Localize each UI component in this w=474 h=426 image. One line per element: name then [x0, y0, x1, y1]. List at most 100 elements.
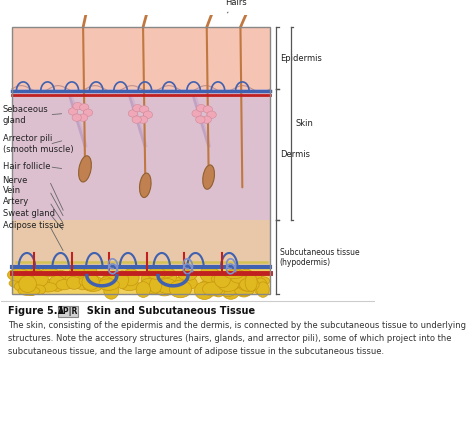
Ellipse shape [236, 280, 252, 296]
Ellipse shape [141, 278, 163, 287]
Ellipse shape [80, 104, 89, 111]
Text: Subcutaneous tissue: Subcutaneous tissue [280, 248, 359, 257]
Ellipse shape [132, 116, 141, 124]
Text: The skin, consisting of the epidermis and the dermis, is connected by the subcut: The skin, consisting of the epidermis an… [8, 321, 466, 356]
Ellipse shape [136, 282, 150, 297]
Text: Hairs: Hairs [226, 0, 247, 13]
Ellipse shape [42, 279, 58, 291]
Ellipse shape [73, 273, 92, 290]
Ellipse shape [139, 173, 151, 198]
Text: Skin: Skin [295, 119, 313, 128]
Ellipse shape [196, 104, 206, 112]
Ellipse shape [235, 287, 254, 296]
Ellipse shape [133, 104, 142, 112]
Ellipse shape [58, 279, 80, 287]
Ellipse shape [123, 269, 139, 286]
FancyBboxPatch shape [12, 220, 270, 269]
Ellipse shape [224, 270, 244, 279]
Text: Adipose tissue: Adipose tissue [2, 221, 64, 230]
Ellipse shape [141, 271, 162, 288]
Ellipse shape [203, 106, 212, 113]
Ellipse shape [257, 282, 269, 297]
Ellipse shape [202, 116, 211, 124]
Ellipse shape [212, 285, 225, 297]
Ellipse shape [83, 265, 97, 282]
Ellipse shape [143, 111, 153, 118]
Text: Sebaceous
gland: Sebaceous gland [2, 105, 48, 125]
Text: Sweat gland: Sweat gland [2, 209, 55, 218]
Ellipse shape [254, 278, 267, 295]
Ellipse shape [73, 102, 82, 110]
Ellipse shape [68, 108, 78, 115]
Ellipse shape [184, 277, 197, 289]
Ellipse shape [38, 282, 57, 292]
Ellipse shape [218, 275, 239, 291]
Text: Skin and Subcutaneous Tissue: Skin and Subcutaneous Tissue [80, 306, 255, 317]
Ellipse shape [14, 282, 29, 291]
Ellipse shape [192, 110, 201, 117]
Ellipse shape [156, 269, 176, 285]
Text: Hair follicle: Hair follicle [2, 162, 50, 171]
Ellipse shape [249, 272, 262, 284]
Text: AP|R: AP|R [58, 307, 78, 316]
Ellipse shape [238, 277, 256, 291]
Ellipse shape [32, 285, 46, 295]
Ellipse shape [9, 279, 26, 288]
Ellipse shape [79, 276, 98, 287]
Ellipse shape [98, 279, 119, 290]
Ellipse shape [18, 286, 40, 296]
FancyBboxPatch shape [12, 269, 270, 294]
Ellipse shape [78, 114, 88, 121]
Ellipse shape [202, 282, 223, 296]
Ellipse shape [219, 280, 237, 296]
Ellipse shape [203, 165, 214, 189]
Ellipse shape [235, 282, 253, 297]
Ellipse shape [211, 274, 231, 284]
Text: Dermis: Dermis [280, 150, 310, 159]
Ellipse shape [19, 276, 36, 293]
Ellipse shape [49, 276, 65, 291]
Ellipse shape [153, 268, 175, 278]
Ellipse shape [56, 279, 72, 290]
Ellipse shape [194, 282, 214, 299]
FancyBboxPatch shape [12, 27, 270, 89]
Ellipse shape [159, 266, 173, 279]
Text: Epidermis: Epidermis [280, 54, 322, 63]
Ellipse shape [167, 277, 183, 285]
Ellipse shape [23, 279, 43, 291]
Ellipse shape [82, 274, 99, 290]
Text: Nerve: Nerve [2, 176, 28, 185]
Ellipse shape [67, 276, 82, 289]
Ellipse shape [120, 279, 139, 291]
Text: (hypodermis): (hypodermis) [280, 258, 331, 267]
Ellipse shape [104, 282, 119, 299]
Ellipse shape [69, 267, 85, 277]
Ellipse shape [232, 278, 249, 287]
Ellipse shape [53, 271, 69, 283]
Ellipse shape [169, 280, 191, 298]
Ellipse shape [83, 109, 92, 116]
Text: Figure 5.1: Figure 5.1 [8, 306, 64, 317]
Ellipse shape [253, 276, 270, 285]
Ellipse shape [245, 273, 257, 291]
Ellipse shape [65, 272, 79, 288]
Ellipse shape [239, 278, 259, 291]
Ellipse shape [200, 266, 219, 282]
Ellipse shape [116, 271, 128, 289]
Ellipse shape [149, 277, 162, 293]
Ellipse shape [209, 270, 222, 285]
Ellipse shape [207, 273, 224, 289]
Ellipse shape [158, 279, 177, 294]
Ellipse shape [84, 282, 102, 291]
Ellipse shape [139, 106, 149, 113]
Ellipse shape [196, 116, 205, 124]
Ellipse shape [27, 268, 43, 284]
Ellipse shape [222, 283, 239, 299]
Ellipse shape [72, 114, 82, 121]
FancyBboxPatch shape [12, 89, 270, 220]
Ellipse shape [79, 156, 91, 182]
Text: Artery: Artery [2, 197, 29, 206]
Ellipse shape [8, 268, 29, 281]
Ellipse shape [30, 270, 47, 285]
Text: Arrector pili
(smooth muscle): Arrector pili (smooth muscle) [2, 134, 73, 154]
